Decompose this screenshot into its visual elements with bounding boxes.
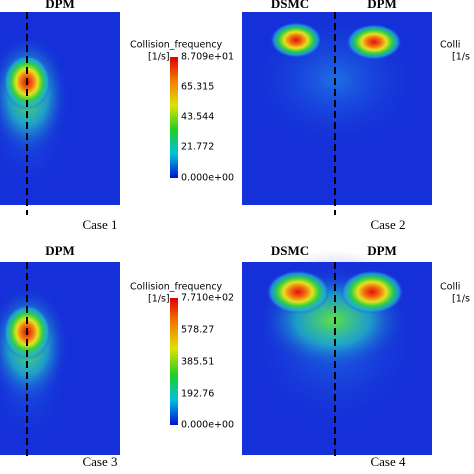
colorbar-unit: [1/s [452,294,470,305]
caption: Case 4 [370,454,406,469]
caption: Case 2 [370,217,405,232]
colorbar-scale [170,57,178,178]
colorbar-unit: [1/s [452,52,470,63]
caption: Case 1 [82,217,117,232]
colorbar-tick: 7.710e+02 [181,293,234,304]
colorbar-tick: 385.51 [181,357,214,368]
colorbar-unit: [1/s] [148,52,170,63]
panel: DSMC DPM Case 4 Colli [1/s [242,243,470,469]
colorbar-tick: 8.709e+01 [181,52,234,63]
field-blob [346,24,402,60]
panel-label: DSMC [271,243,309,258]
colorbar: Collision_frequency [1/s] 8.709e+01 65.3… [130,40,234,184]
panel-label: DPM [45,243,75,258]
colorbar-tick: 0.000e+00 [181,420,234,431]
colorbar-title: Colli [440,40,460,51]
colorbar-tick: 578.27 [181,325,214,336]
field-blob [266,270,330,314]
panel: DPM Case 1 [0,0,120,232]
colorbar-tick: 65.315 [181,82,214,93]
panel-label: DPM [45,0,75,11]
colorbar-tick: 0.000e+00 [181,173,234,184]
panel-label: DSMC [271,0,309,11]
colorbar-tick: 43.544 [181,112,214,123]
caption: Case 3 [82,454,117,469]
colorbar-title: Collision_frequency [130,40,223,51]
panel-label: DPM [367,243,397,258]
colorbar-unit: [1/s] [148,294,170,305]
panel: DSMC DPM Case 2 Colli [1/s [242,0,470,232]
colorbar-tick: 21.772 [181,142,214,153]
colorbar-title: Collision_frequency [130,282,223,293]
field-blob [270,22,322,58]
panel: DPM Case 3 [0,243,120,469]
colorbar-scale [170,298,178,425]
colorbar: Collision_frequency [1/s] 7.710e+02 578.… [130,282,234,431]
panel-label: DPM [367,0,397,11]
field-blob [340,270,404,314]
colorbar-title: Colli [440,282,460,293]
colorbar-tick: 192.76 [181,389,214,400]
